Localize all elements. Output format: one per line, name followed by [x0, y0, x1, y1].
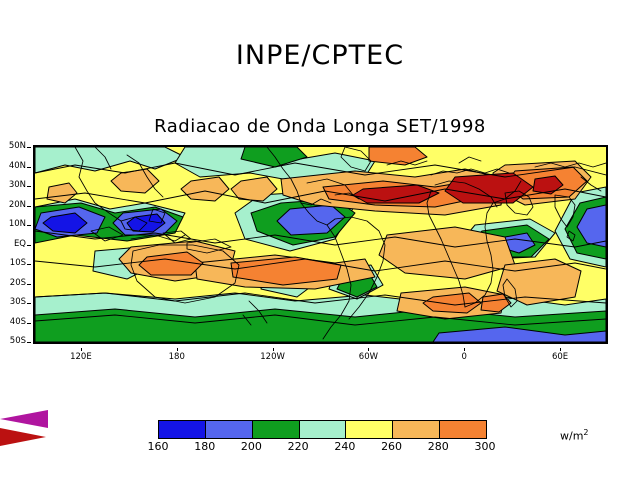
latitude-tick-label: EQ	[13, 238, 26, 249]
latitude-tick-mark	[27, 147, 31, 148]
latitude-tick-label: 50S	[9, 336, 26, 346]
longitude-tick-mark	[560, 348, 562, 351]
latitude-tick-label: 20S	[9, 277, 26, 288]
longitude-tick-mark	[176, 348, 178, 351]
colorbar-tick-label: 200	[240, 440, 262, 453]
longitude-tick-label: 0	[461, 352, 467, 362]
latitude-tick-label: 10S	[9, 258, 26, 268]
colorbar-tick-label: 180	[194, 440, 216, 453]
longitude-tick-label: 60W	[358, 352, 379, 362]
colorbar-segment	[440, 421, 487, 438]
colorbar-over-arrow	[0, 428, 46, 446]
colorbar-tick-label: 300	[474, 440, 496, 453]
colorbar-segment	[252, 421, 300, 438]
colorbar-tick-label: 220	[287, 440, 309, 453]
latitude-tick-label: 50N	[8, 141, 26, 151]
latitude-tick-mark	[27, 205, 31, 207]
colorbar-segment	[205, 421, 253, 438]
olr-map-plot	[33, 145, 608, 344]
latitude-tick-mark	[27, 322, 31, 324]
latitude-tick-label: 40S	[9, 316, 26, 327]
page-title: INPE/CPTEC	[235, 40, 405, 71]
latitude-tick-mark	[27, 225, 31, 226]
colorbar-segment	[346, 421, 394, 438]
longitude-tick-label: 120W	[260, 352, 285, 362]
latitude-tick-mark	[27, 186, 31, 187]
latitude-tick-mark	[27, 342, 31, 343]
colorbar-segment	[393, 421, 441, 438]
colorbar-segment	[299, 421, 347, 438]
longitude-tick-label: 60E	[551, 352, 569, 362]
longitude-tick-label: 180	[168, 352, 185, 362]
colorbar-tick-label: 240	[334, 440, 356, 453]
chart-subtitle: Radiacao de Onda Longa SET/1998	[154, 116, 486, 137]
latitude-tick-label: 40N	[8, 160, 26, 171]
longitude-tick-mark	[80, 348, 82, 351]
longitude-tick-label: 120E	[70, 352, 92, 362]
latitude-tick-mark	[27, 244, 31, 246]
colorbar-segment	[159, 421, 206, 438]
colorbar: 160 180 200 220 240 260 280 300	[0, 410, 640, 460]
longitude-axis: 120E 180 120W 60W 0 60E	[33, 348, 608, 362]
colorbar-units-text: w/m	[560, 429, 584, 443]
longitude-tick-mark	[368, 348, 370, 351]
longitude-tick-mark	[464, 348, 466, 351]
latitude-tick-mark	[27, 264, 31, 265]
colorbar-tick-label: 160	[147, 440, 169, 453]
latitude-tick-mark	[27, 303, 31, 304]
colorbar-tick-label: 280	[427, 440, 449, 453]
latitude-axis: 50N 40N 30N 20N 10N EQ 10S 20S 30S 40S 50S	[0, 141, 31, 346]
latitude-tick-label: 20N	[8, 199, 26, 210]
longitude-tick-mark	[272, 348, 274, 351]
colorbar-tick-label: 260	[381, 440, 403, 453]
latitude-tick-label: 30N	[8, 180, 26, 190]
latitude-tick-label: 10N	[8, 219, 26, 229]
latitude-tick-label: 30S	[9, 297, 26, 307]
colorbar-units-label: w/m2	[560, 428, 589, 443]
colorbar-bar	[158, 420, 487, 439]
colorbar-under-arrow	[0, 410, 48, 428]
latitude-tick-mark	[27, 166, 31, 168]
colorbar-units-exponent: 2	[583, 428, 589, 437]
olr-contour-field	[35, 147, 606, 342]
latitude-tick-mark	[27, 283, 31, 285]
